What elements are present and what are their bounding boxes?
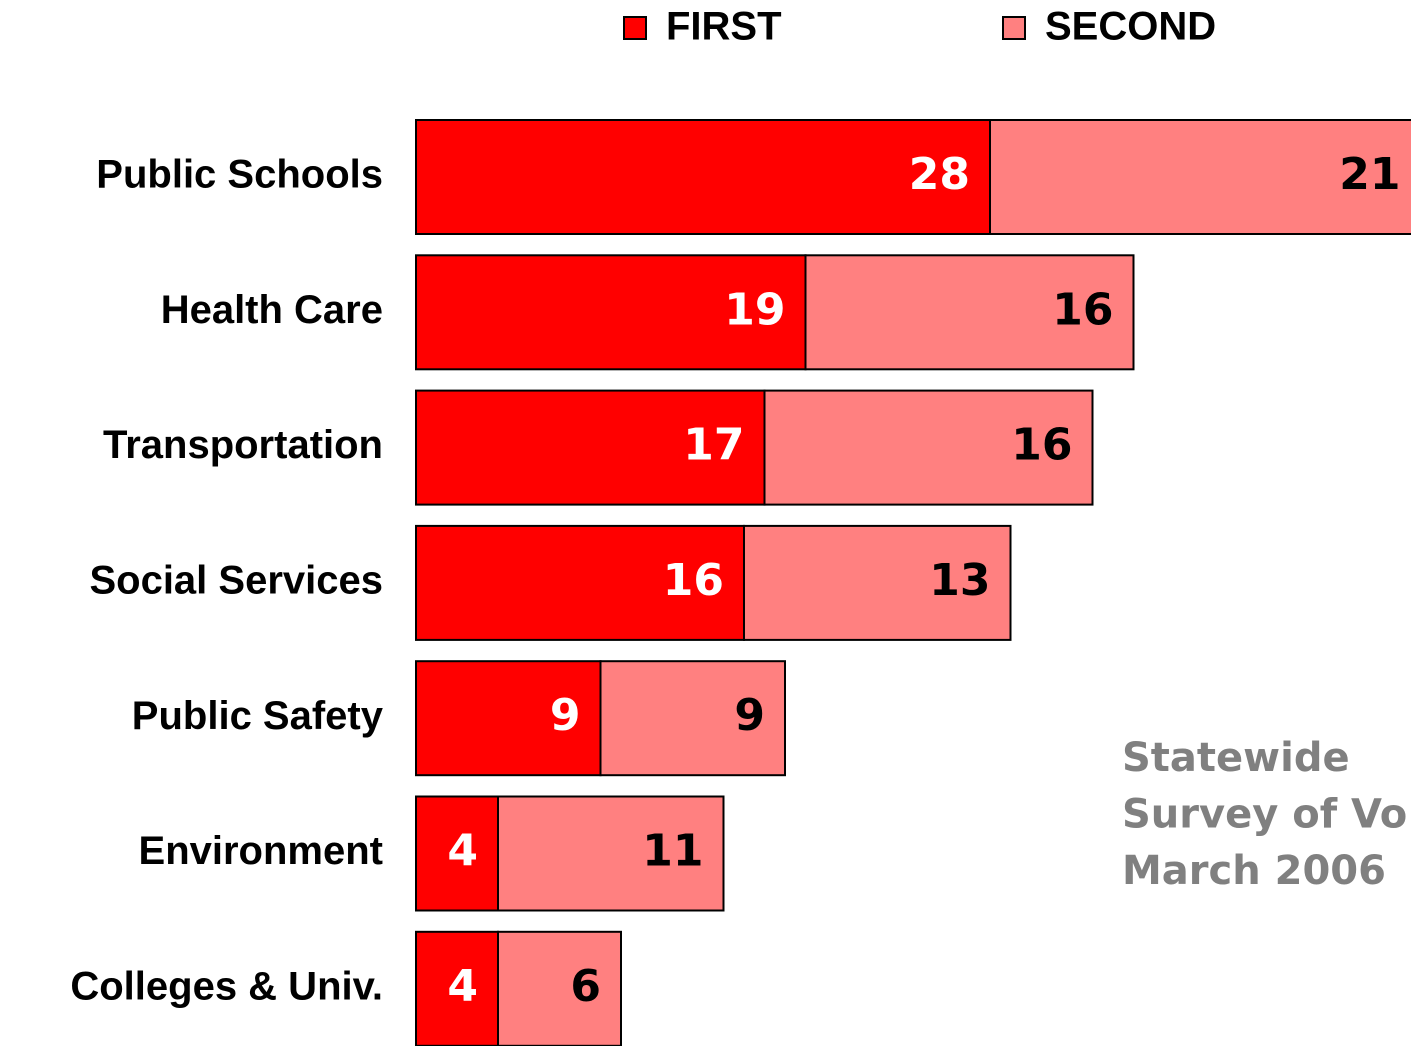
category-label: Environment: [139, 829, 383, 873]
value-label: 4: [447, 826, 478, 877]
value-label: 16: [1011, 420, 1072, 471]
bar-segment: [743, 524, 1012, 641]
value-label: 16: [663, 555, 724, 606]
value-label: 9: [734, 690, 765, 741]
bar-segment: [415, 119, 991, 235]
value-label: 11: [642, 826, 703, 877]
category-label: Public Schools: [96, 153, 383, 197]
legend-label: FIRST: [666, 5, 782, 49]
value-label: 17: [683, 420, 744, 471]
value-label: 6: [570, 961, 601, 1012]
value-label: 19: [724, 284, 785, 335]
bar-segment: [989, 119, 1411, 235]
bar-segment: [415, 254, 807, 371]
category-label: Public Safety: [132, 694, 384, 738]
category-label: Colleges & Univ.: [70, 964, 383, 1008]
bar-segment: [415, 389, 766, 506]
bar-segment: [599, 660, 786, 777]
legend-swatch: [623, 16, 647, 40]
value-label: 13: [929, 555, 990, 606]
value-label: 28: [909, 149, 970, 200]
bar-segment: [415, 524, 745, 641]
legend-swatch: [1002, 16, 1026, 40]
bar-segment: [497, 930, 622, 1046]
category-label: Social Services: [89, 558, 383, 602]
bar-segment: [804, 254, 1135, 371]
legend-label: SECOND: [1045, 5, 1216, 49]
value-label: 21: [1339, 149, 1400, 200]
value-label: 9: [550, 690, 581, 741]
value-label: 16: [1052, 284, 1113, 335]
annotation: Survey of Vo: [1122, 792, 1407, 838]
annotation: Statewide: [1122, 735, 1350, 781]
bar-segment: [497, 795, 725, 912]
bar-segment: [763, 389, 1094, 506]
bar-segment: [415, 930, 499, 1046]
category-label: Health Care: [161, 288, 383, 332]
value-label: 4: [447, 961, 478, 1012]
annotation: March 2006: [1122, 848, 1386, 894]
category-label: Transportation: [103, 423, 383, 467]
bar-segment: [415, 795, 499, 912]
